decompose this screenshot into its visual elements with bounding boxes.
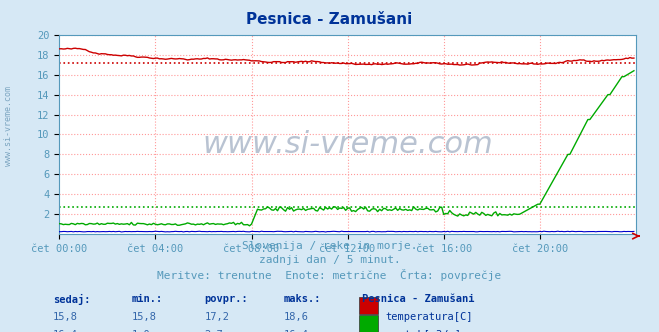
- Text: 16,4: 16,4: [283, 330, 308, 332]
- Text: zadnji dan / 5 minut.: zadnji dan / 5 minut.: [258, 255, 401, 265]
- Text: pretok[m3/s]: pretok[m3/s]: [386, 330, 461, 332]
- Text: www.si-vreme.com: www.si-vreme.com: [4, 86, 13, 166]
- Text: maks.:: maks.:: [283, 294, 321, 304]
- Text: 17,2: 17,2: [204, 312, 229, 322]
- Text: 18,6: 18,6: [283, 312, 308, 322]
- Text: Slovenija / reke in morje.: Slovenija / reke in morje.: [242, 241, 417, 251]
- Text: temperatura[C]: temperatura[C]: [386, 312, 473, 322]
- Text: 15,8: 15,8: [53, 312, 78, 322]
- Text: www.si-vreme.com: www.si-vreme.com: [202, 130, 493, 159]
- Text: min.:: min.:: [132, 294, 163, 304]
- Text: Meritve: trenutne  Enote: metrične  Črta: povprečje: Meritve: trenutne Enote: metrične Črta: …: [158, 269, 501, 281]
- Text: 1,0: 1,0: [132, 330, 150, 332]
- Text: povpr.:: povpr.:: [204, 294, 248, 304]
- Text: 2,7: 2,7: [204, 330, 223, 332]
- Text: 16,4: 16,4: [53, 330, 78, 332]
- Text: Pesnica - Zamušani: Pesnica - Zamušani: [246, 12, 413, 27]
- Text: 15,8: 15,8: [132, 312, 157, 322]
- Bar: [359, 315, 378, 332]
- Text: Pesnica - Zamušani: Pesnica - Zamušani: [362, 294, 475, 304]
- Text: sedaj:: sedaj:: [53, 294, 90, 305]
- Bar: [359, 297, 378, 314]
